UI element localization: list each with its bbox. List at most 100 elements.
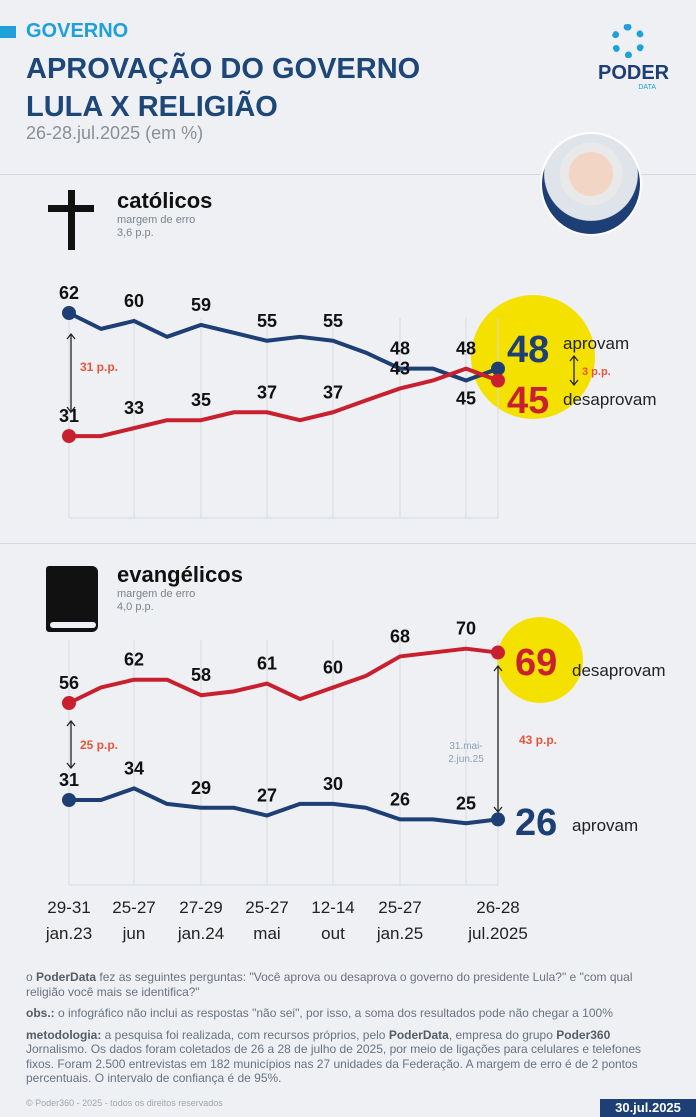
cross-icon	[68, 190, 75, 250]
copyright: © Poder360 - 2025 - todos os direitos re…	[26, 1098, 223, 1108]
final-approve-label: aprovam	[563, 334, 629, 353]
x-tick-label: jan.25	[376, 924, 423, 943]
note-methodology: metodologia: a pesquisa foi realizada, c…	[26, 1028, 656, 1086]
data-label: 62	[59, 283, 79, 303]
poderdata-logo: PODER DATA	[598, 24, 670, 91]
gap-note: 31.mai-	[449, 741, 482, 752]
start-point-aprovam	[62, 793, 76, 807]
data-label: 27	[257, 786, 277, 806]
start-point-desaprovam	[62, 429, 76, 444]
data-label: 37	[323, 382, 343, 402]
note-text: Jornalismo. Os dados foram coletados de …	[26, 1042, 642, 1085]
x-tick-label: 27-29	[179, 898, 222, 917]
data-label: 33	[124, 398, 144, 418]
logo-name: PODER	[598, 62, 670, 84]
final-disapprove-value: 69	[515, 642, 557, 684]
data-label: 58	[191, 665, 211, 685]
data-label: 59	[191, 295, 211, 315]
x-tick-label: out	[321, 924, 345, 943]
catolicos-title: católicos	[117, 188, 213, 213]
data-label: 37	[257, 382, 277, 402]
divider	[0, 174, 696, 175]
data-label: 55	[323, 311, 343, 331]
final-disapprove-value: 45	[507, 380, 549, 422]
divider	[0, 543, 696, 544]
note-brand: PoderData	[388, 1027, 449, 1042]
lula-photo	[540, 132, 642, 236]
x-tick-label: jun	[122, 924, 146, 943]
note-text: o infográfico não inclui as respostas "n…	[54, 1006, 613, 1020]
end-point-desaprovam	[491, 373, 505, 388]
data-label: 29	[191, 778, 211, 798]
logo-sub: DATA	[638, 84, 656, 91]
series-line-aprovam	[68, 311, 499, 383]
highlight-circle	[497, 617, 583, 703]
margin-value: 3,6 p.p.	[117, 227, 154, 239]
final-disapprove-label: desaprovam	[572, 661, 666, 680]
data-label: 62	[124, 650, 144, 670]
gap-label-start: 31 p.p.	[80, 360, 118, 374]
gap-label-end: 3 p.p.	[582, 366, 611, 378]
title-line-2: LULA X RELIGIÃO	[26, 91, 278, 123]
data-label: 25	[456, 793, 476, 813]
end-point-aprovam	[491, 812, 505, 827]
title-line-1: APROVAÇÃO DO GOVERNO	[26, 53, 421, 85]
data-label: 61	[257, 654, 277, 674]
gap-label-end: 43 p.p.	[519, 733, 557, 747]
data-label: 30	[323, 774, 343, 794]
x-tick-label: 26-28	[476, 898, 519, 917]
x-tick-label: 25-27	[112, 898, 155, 917]
data-label: 26	[390, 789, 410, 809]
final-approve-value: 48	[507, 329, 549, 371]
cross-icon-bar	[48, 205, 94, 212]
data-label: 31	[59, 770, 79, 790]
note-label: obs.:	[26, 1006, 55, 1020]
section-tag: GOVERNO	[26, 20, 129, 42]
series-line-desaprovam	[68, 646, 499, 705]
page-subtitle: 26-28.jul.2025 (em %)	[26, 123, 204, 143]
data-label: 56	[59, 673, 79, 693]
gap-arrow-end-heads	[493, 664, 503, 814]
book-icon	[46, 566, 98, 632]
final-disapprove-label: desaprovam	[563, 390, 657, 409]
note-text: , empresa do grupo	[448, 1027, 557, 1042]
x-tick-label: jul.2025	[467, 924, 528, 943]
data-label: 34	[124, 758, 144, 778]
x-tick-label: jan.24	[177, 924, 224, 943]
x-tick-label: 29-31	[47, 898, 90, 917]
final-approve-label: aprovam	[572, 816, 638, 835]
note-obs: obs.: o infográfico não inclui as respos…	[26, 1006, 656, 1021]
series-line-desaprovam	[69, 366, 499, 439]
start-point-aprovam	[62, 306, 76, 320]
gap-note: 2.jun.25	[448, 754, 484, 765]
note-brand: Poder360	[556, 1027, 611, 1042]
series-line-aprovam	[69, 786, 499, 826]
notes: o PoderData fez as seguintes perguntas: …	[26, 970, 656, 1093]
section-tag-bar	[0, 26, 16, 38]
data-label: 45	[456, 388, 476, 408]
data-label: 60	[124, 291, 144, 311]
note-label: metodologia:	[26, 1027, 102, 1042]
margin-label: margem de erro	[117, 214, 196, 226]
x-tick-label: 25-27	[245, 898, 288, 917]
note-text: a pesquisa foi realizada, com recursos p…	[101, 1027, 389, 1042]
data-label: 70	[456, 619, 476, 639]
catolicos-header: católicos margem de erro 3,6 p.p.	[117, 188, 212, 240]
gap-arrow-start-heads	[66, 332, 76, 414]
data-label: 48	[456, 339, 476, 359]
note-text: o	[26, 970, 37, 984]
evangelicos-header: evangélicos margem de erro 4,0 p.p.	[117, 562, 243, 614]
x-tick-label: 25-27	[378, 898, 421, 917]
gap-arrow-start-heads	[66, 719, 76, 770]
final-approve-value: 26	[515, 802, 557, 844]
x-tick-label: 12-14	[311, 898, 354, 917]
end-point-desaprovam	[491, 645, 505, 660]
note-brand: PoderData	[36, 970, 97, 984]
data-label: 48	[390, 339, 410, 359]
page-title: APROVAÇÃO DO GOVERNO LULA X RELIGIÃO	[26, 50, 420, 126]
start-point-desaprovam	[62, 696, 76, 710]
data-label: 31	[59, 406, 79, 426]
sunburst-logo-icon	[611, 24, 645, 58]
gap-label-start: 25 p.p.	[80, 738, 118, 752]
